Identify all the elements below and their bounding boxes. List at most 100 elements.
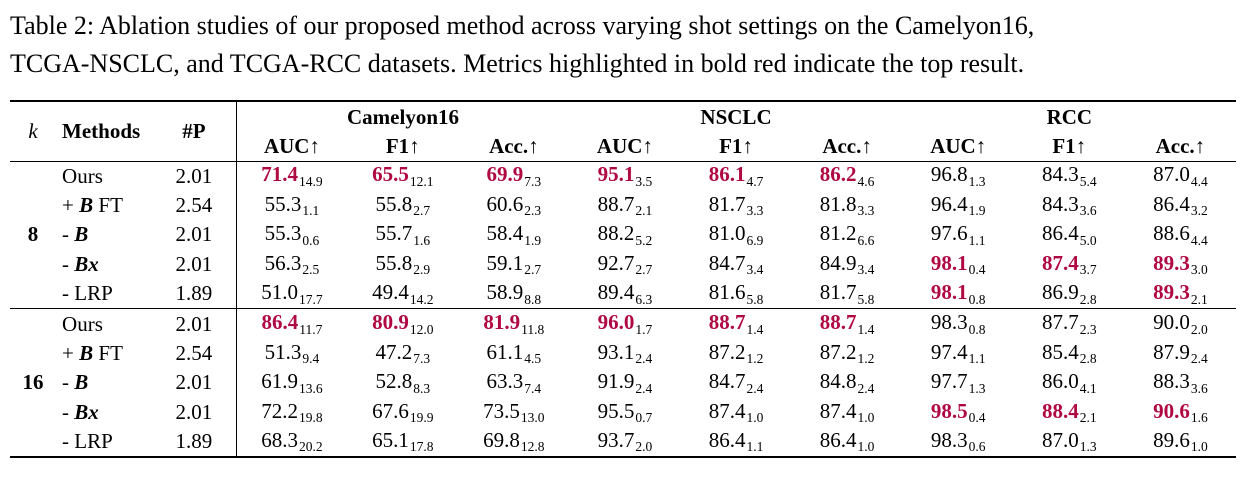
metric-std: 0.6 (968, 439, 986, 455)
metric-std: 2.3 (1079, 321, 1097, 337)
metric-value: 88.42.1 (1014, 398, 1125, 428)
metric-mean: 84.8 (819, 369, 857, 394)
metric-mean: 87.4 (708, 398, 746, 423)
metric-mean: 89.4 (597, 280, 635, 305)
method-label: - LRP (56, 427, 152, 457)
metric-std: 1.6 (413, 232, 431, 248)
metric-mean: 47.2 (375, 339, 413, 364)
metric-std: 2.4 (635, 351, 653, 367)
metric-mean: 88.3 (1153, 369, 1190, 394)
metric-mean: 81.7 (819, 280, 857, 305)
metric-value: 81.65.8 (680, 279, 792, 310)
metric-header-auc: AUC↑ (930, 133, 987, 158)
metric-std: 1.0 (857, 410, 875, 426)
metric-value: 52.88.3 (347, 368, 458, 398)
metric-value: 97.41.1 (903, 339, 1014, 369)
table-row: - LRP 1.89 51.017.7 49.414.2 58.98.8 89.46.3 8… (10, 279, 1236, 310)
metric-value: 98.10.4 (903, 250, 1014, 280)
method-label-text: - LRP (62, 281, 113, 306)
metric-value: 69.812.8 (458, 427, 569, 457)
metric-std: 7.3 (524, 173, 542, 189)
metric-std: 0.7 (635, 410, 653, 426)
metric-value: 97.71.3 (903, 368, 1014, 398)
metric-mean: 87.0 (1153, 162, 1190, 187)
metric-std: 1.0 (746, 410, 764, 426)
metric-std: 7.3 (413, 351, 431, 367)
metric-value: 97.61.1 (903, 220, 1014, 250)
metric-mean: 72.2 (261, 398, 298, 423)
metric-mean: 88.6 (1153, 221, 1190, 246)
metric-std: 1.3 (968, 173, 986, 189)
metric-mean: 71.4 (261, 162, 298, 187)
metric-std: 5.8 (746, 291, 764, 307)
col-header-k: k (28, 118, 38, 143)
params-value: 2.01 (175, 311, 213, 336)
metric-std: 2.0 (1190, 321, 1208, 337)
metric-value: 65.512.1 (347, 161, 458, 191)
metric-mean: 73.5 (483, 398, 520, 423)
metric-value: 81.83.3 (792, 191, 903, 221)
metric-std: 1.4 (746, 321, 764, 337)
metric-value: 87.21.2 (680, 339, 791, 369)
metric-std: 2.7 (413, 203, 431, 219)
metric-value: 58.41.9 (458, 220, 569, 250)
col-header-methods: Methods (62, 118, 141, 143)
metric-std: 0.8 (968, 321, 986, 337)
params-value: 2.01 (175, 370, 213, 395)
metric-mean: 90.0 (1153, 310, 1190, 335)
table-row: - Bx 2.01 72.219.8 67.619.9 73.513.0 95.50.7 8… (10, 397, 1236, 428)
metric-mean: 67.6 (372, 398, 409, 423)
metric-mean: 81.7 (708, 191, 746, 216)
metric-std: 1.0 (1190, 439, 1208, 455)
metric-std: 12.0 (409, 321, 434, 337)
metric-std: 1.6 (1190, 410, 1208, 426)
method-label-text: FT (93, 340, 123, 365)
metric-std: 5.4 (1079, 173, 1097, 189)
metric-value: 81.26.6 (792, 220, 903, 250)
metric-std: 0.6 (302, 232, 320, 248)
method-label-text: - (62, 400, 75, 425)
metric-mean: 59.1 (486, 250, 524, 275)
table-row: - Bx 2.01 56.32.5 55.82.9 59.12.7 92.72.7 84.7… (10, 249, 1236, 280)
k-value: 16 (22, 370, 44, 395)
method-label-math: B (74, 222, 89, 247)
metric-std: 20.2 (299, 439, 323, 455)
metric-value: 96.01.7 (569, 309, 680, 339)
metric-value: 86.41.1 (680, 427, 791, 457)
method-label-text: - LRP (62, 429, 113, 454)
metric-mean: 58.4 (486, 221, 524, 246)
table-body: 8 Ours 2.01 71.414.9 65.512.1 69.97.3 95.13.5 8… (10, 161, 1236, 457)
metric-value: 58.98.8 (458, 279, 570, 310)
metric-std: 3.0 (1190, 262, 1208, 278)
metric-value: 84.93.4 (792, 250, 903, 280)
metric-mean: 86.4 (819, 427, 857, 452)
ablation-table: k Methods #P Camelyon16 NSCLC RCC AUC↑ F… (10, 100, 1236, 458)
metric-std: 1.2 (857, 351, 875, 367)
method-label-math: Bx (74, 252, 99, 277)
metric-std: 5.8 (857, 291, 875, 307)
metric-std: 2.1 (1190, 291, 1208, 307)
metric-value: 84.72.4 (680, 368, 791, 398)
metric-header-row: AUC↑ F1↑ Acc.↑ AUC↑ F1↑ Acc.↑ AUC↑ F1↑ A… (10, 132, 1236, 161)
params-value: 2.54 (175, 340, 213, 365)
metric-value: 87.43.7 (1014, 250, 1125, 280)
metric-value: 88.72.1 (569, 191, 680, 221)
metric-mean: 87.7 (1041, 310, 1079, 335)
metric-value: 87.01.3 (1014, 427, 1125, 457)
metric-value: 86.92.8 (1013, 279, 1125, 310)
metric-std: 1.9 (524, 232, 542, 248)
metric-std: 11.8 (521, 321, 545, 337)
metric-std: 1.4 (857, 321, 875, 337)
metric-std: 13.0 (520, 410, 545, 426)
method-label-text: + (62, 340, 80, 365)
table-row: - B 2.01 61.913.6 52.88.3 63.37.4 91.92.4 84.7… (10, 368, 1236, 398)
metric-std: 1.1 (968, 232, 986, 248)
metric-std: 1.2 (746, 351, 764, 367)
method-label-math: Bx (74, 400, 99, 425)
metric-value: 86.411.7 (235, 308, 348, 339)
metric-std: 1.0 (857, 439, 875, 455)
metric-header-acc: Acc.↑ (822, 133, 872, 158)
metric-std: 7.4 (524, 380, 542, 396)
table-row: + B FT 2.54 51.39.4 47.27.3 61.14.5 93.12.4 87… (10, 338, 1236, 369)
metric-mean: 58.9 (486, 280, 524, 305)
